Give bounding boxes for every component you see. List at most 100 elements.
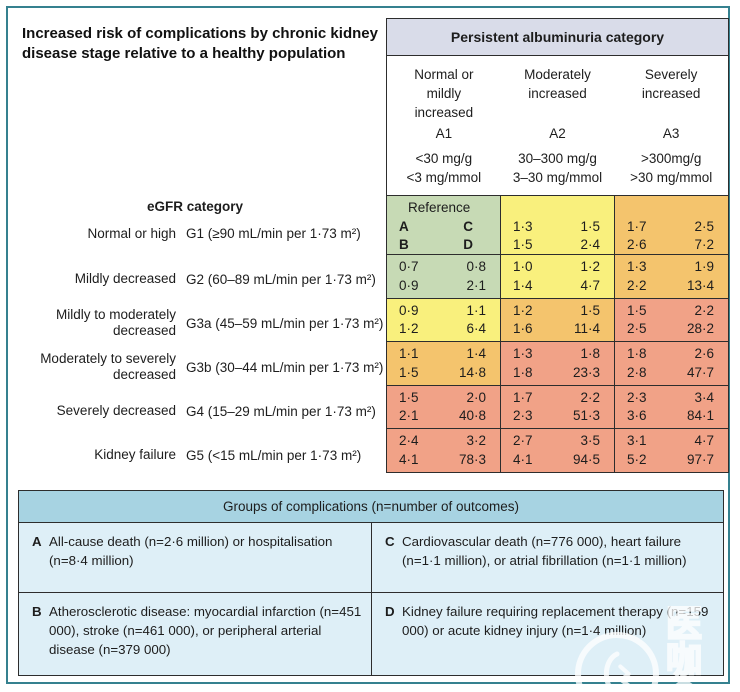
- risk-value: 3·2: [466, 433, 486, 448]
- a1-ranges: <30 mg/g <3 mg/mmol: [406, 151, 482, 185]
- complication-key: C: [385, 534, 395, 549]
- cell-g2-a2: 1·0 1·2 1·4 4·7: [500, 255, 614, 298]
- complication-item-c: C Cardiovascular death (n=776 000), hear…: [371, 523, 723, 592]
- cell-g3b-a1: 1·1 1·4 1·5 14·8: [387, 342, 500, 385]
- risk-value: 1·8: [580, 346, 600, 361]
- risk-value: 6·4: [466, 321, 486, 337]
- grid-row-g5: 2·4 3·2 4·1 78·3 2·7 3·5 4·1 94·5 3·1 4·7 5·2…: [387, 428, 728, 472]
- risk-value: 1·1: [466, 302, 486, 318]
- risk-value: 2·1: [466, 277, 486, 293]
- risk-value: 0·9: [399, 302, 419, 318]
- risk-value: 2·7: [513, 433, 533, 448]
- figure-title: Increased risk of complications by chron…: [22, 25, 378, 63]
- risk-value: 2·6: [627, 237, 647, 253]
- reference-label: Reference: [408, 200, 471, 215]
- egfr-rows: Normal or high G1 (≥90 mL/min per 1·73 m…: [20, 196, 384, 477]
- risk-value: 3·1: [627, 433, 647, 448]
- risk-value: 51·3: [572, 408, 600, 424]
- cell-g3a-a1: 0·9 1·1 1·2 6·4: [387, 298, 500, 341]
- risk-value: 1·4: [466, 346, 486, 361]
- a3-ranges: >300mg/g >30 mg/mmol: [630, 151, 713, 185]
- risk-value: 5·2: [627, 451, 647, 467]
- egfr-row-g5: Kidney failure G5 (<15 mL/min per 1·73 m…: [20, 433, 384, 477]
- complication-item-b: B Atherosclerotic disease: myocardial in…: [19, 592, 371, 675]
- risk-value: 40·8: [458, 408, 486, 424]
- cell-g2-a1: 0·7 0·8 0·9 2·1: [387, 255, 500, 298]
- a1-code: A1: [435, 126, 453, 141]
- risk-value: 23·3: [572, 364, 600, 380]
- grid-row-g3a: 0·9 1·1 1·2 6·4 1·2 1·5 1·6 11·4 1·5 2·2 2·5 2…: [387, 297, 728, 341]
- risk-value: 2·5: [694, 218, 714, 234]
- risk-value: 1·2: [399, 321, 419, 337]
- outcome-letter: B: [399, 237, 409, 253]
- cell-g5-a3: 3·1 4·7 5·2 97·7: [614, 429, 728, 472]
- complications-panel: Groups of complications (n=number of out…: [18, 490, 724, 676]
- cell-g3a-a3: 1·5 2·2 2·5 28·2: [614, 298, 728, 341]
- risk-value: 0·8: [466, 259, 486, 274]
- risk-value: 1·4: [513, 277, 533, 293]
- cell-g2-a3: 1·3 1·9 2·2 13·4: [614, 255, 728, 298]
- risk-value: 1·5: [580, 302, 600, 318]
- risk-value: 4·7: [694, 433, 714, 448]
- complication-key: A: [32, 534, 42, 549]
- risk-value: 1·5: [399, 389, 419, 405]
- risk-value: 1·2: [513, 302, 533, 318]
- egfr-code: G5 (<15 mL/min per 1·73 m²): [186, 447, 362, 463]
- complication-text: All-cause death (n=2·6 million) or hospi…: [49, 534, 333, 568]
- complication-text: Atherosclerotic disease: myocardial infa…: [49, 604, 362, 657]
- risk-value: 2·8: [627, 364, 647, 380]
- risk-value: 1·5: [627, 302, 647, 318]
- egfr-row-g4: Severely decreased G4 (15–29 mL/min per …: [20, 389, 384, 433]
- risk-value: 3·4: [694, 389, 714, 405]
- risk-value: 28·2: [686, 321, 714, 337]
- complication-item-a: A All-cause death (n=2·6 million) or hos…: [19, 523, 371, 592]
- egfr-label: Kidney failure: [94, 447, 176, 463]
- risk-value: 13·4: [686, 277, 714, 293]
- egfr-row-g3a: Mildly to moderately decreased G3a (45–5…: [20, 301, 384, 345]
- cell-g3b-a2: 1·3 1·8 1·8 23·3: [500, 342, 614, 385]
- complication-text: Cardiovascular death (n=776 000), heart …: [402, 534, 687, 568]
- egfr-label: Mildly to moderately decreased: [55, 307, 176, 338]
- risk-value: 1·5: [580, 218, 600, 234]
- albuminuria-col-a3: Severely increased A3 >300mg/g >30 mg/mm…: [614, 56, 728, 195]
- a3-description: Severely increased: [641, 67, 701, 101]
- cell-g3a-a2: 1·2 1·5 1·6 11·4: [500, 298, 614, 341]
- grid-row-g3b: 1·1 1·4 1·5 14·8 1·3 1·8 1·8 23·3 1·8 2·6 2·8…: [387, 341, 728, 385]
- cell-g1-a1-reference: Reference A C B D: [387, 196, 500, 254]
- egfr-code: G2 (60–89 mL/min per 1·73 m²): [186, 271, 376, 287]
- risk-value: 2·4: [399, 433, 419, 448]
- risk-value: 1·5: [399, 364, 419, 380]
- risk-value: 2·2: [580, 389, 600, 405]
- a3-code: A3: [662, 126, 680, 141]
- a1-description: Normal or mildly increased: [414, 67, 474, 120]
- cell-g4-a2: 1·7 2·2 2·3 51·3: [500, 385, 614, 428]
- risk-value: 0·9: [399, 277, 419, 293]
- risk-value: 1·6: [513, 321, 533, 337]
- egfr-row-g2: Mildly decreased G2 (60–89 mL/min per 1·…: [20, 257, 384, 301]
- risk-value: 1·1: [399, 346, 419, 361]
- risk-value: 1·3: [513, 218, 533, 234]
- cell-g3b-a3: 1·8 2·6 2·8 47·7: [614, 342, 728, 385]
- risk-value: 1·3: [513, 346, 533, 361]
- risk-value: 78·3: [458, 451, 486, 467]
- risk-value: 4·7: [580, 277, 600, 293]
- risk-value: 11·4: [573, 321, 600, 337]
- outcome-letter: D: [463, 237, 473, 253]
- egfr-code: G3b (30–44 mL/min per 1·73 m²): [186, 359, 384, 375]
- grid-row-g1: Reference A C B D 1·3 1·5 1·5 2·4 1·7 2·5 2·6…: [387, 195, 728, 254]
- a2-description: Moderately increased: [524, 67, 591, 101]
- a2-ranges: 30–300 mg/g 3–30 mg/mmol: [512, 151, 603, 185]
- egfr-code: G3a (45–59 mL/min per 1·73 m²): [186, 315, 384, 331]
- egfr-row-g3b: Moderately to severely decreased G3b (30…: [20, 345, 384, 389]
- grid-row-g2: 0·7 0·8 0·9 2·1 1·0 1·2 1·4 4·7 1·3 1·9 2·2 13…: [387, 254, 728, 298]
- cell-g4-a1: 1·5 2·0 2·1 40·8: [387, 385, 500, 428]
- risk-value: 0·7: [399, 259, 419, 274]
- risk-value: 4·1: [399, 451, 419, 467]
- risk-value: 1·7: [513, 389, 533, 405]
- risk-value: 84·1: [686, 408, 714, 424]
- risk-value: 3·5: [580, 433, 600, 448]
- risk-value: 2·4: [580, 237, 600, 253]
- albuminuria-header: Persistent albuminuria category: [387, 19, 728, 56]
- risk-value: 1·8: [627, 346, 647, 361]
- risk-value: 1·2: [580, 259, 600, 274]
